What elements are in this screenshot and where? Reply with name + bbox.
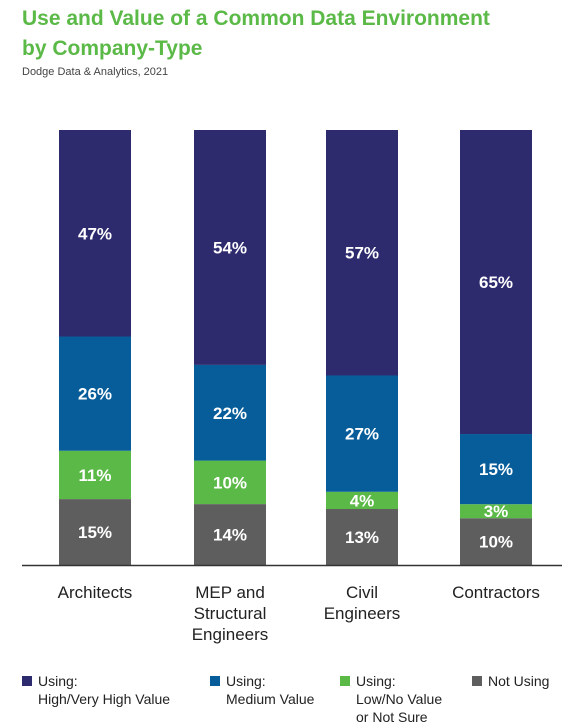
data-label-low-2: 4% [350, 491, 375, 510]
bar-segment-medium-0 [59, 336, 131, 451]
bar-segment-not-using-2 [326, 509, 398, 565]
data-label-not-using-0: 15% [78, 523, 112, 542]
data-label-low-3: 3% [484, 502, 509, 521]
data-label-low-0: 11% [78, 466, 111, 485]
chart-title: Use and Value of a Common Data Environme… [22, 4, 562, 64]
bar-segment-low-1 [194, 460, 266, 505]
category-label-1-line2: Engineers [192, 625, 269, 644]
legend-swatch-high [22, 676, 32, 686]
legend-label-low-line3: or Not Sure [356, 709, 428, 725]
legend-swatch-low [340, 676, 350, 686]
category-label-2-line0: Civil [346, 583, 378, 602]
bar-segment-not-using-0 [59, 499, 131, 565]
chart-title-line1: Use and Value of a Common Data Environme… [22, 7, 490, 30]
data-label-medium-3: 15% [479, 460, 513, 479]
legend-label-high-line2: High/Very High Value [38, 691, 171, 707]
data-label-medium-0: 26% [78, 385, 112, 404]
bar-segment-high-2 [326, 130, 398, 376]
data-label-not-using-2: 13% [345, 528, 379, 547]
bar-segment-medium-3 [460, 434, 532, 505]
category-label-2-line1: Engineers [324, 604, 401, 623]
data-label-high-3: 65% [479, 273, 513, 292]
legend-label-not-using: Not Using [488, 673, 550, 689]
chart-source: Dodge Data & Analytics, 2021 [22, 66, 169, 78]
bar-segment-high-3 [460, 130, 532, 435]
bar-segment-low-2 [326, 491, 398, 510]
category-label-1-line1: Structural [194, 604, 267, 623]
bar-segment-medium-1 [194, 364, 266, 461]
data-label-not-using-3: 10% [479, 533, 513, 552]
category-label-1-line0: MEP and [195, 583, 265, 602]
data-label-not-using-1: 14% [213, 526, 247, 545]
bar-segment-low-0 [59, 450, 131, 500]
category-label-3-line0: Contractors [452, 583, 540, 602]
legend-label-medium-line2: Medium Value [226, 691, 315, 707]
legend-swatch-not-using [472, 676, 482, 686]
data-label-low-1: 10% [213, 473, 247, 492]
data-label-high-0: 47% [78, 224, 112, 243]
category-label-0-line0: Architects [58, 583, 133, 602]
bar-segment-high-0 [59, 130, 131, 337]
data-label-medium-1: 22% [213, 404, 247, 423]
bar-segment-not-using-3 [460, 518, 532, 565]
data-label-medium-2: 27% [345, 425, 379, 444]
legend-label-low-line2: Low/No Value [356, 691, 443, 707]
legend-label-low-line1: Using: [356, 673, 396, 689]
legend-label-medium-line1: Using: [226, 673, 266, 689]
legend-label-high-line1: Using: [38, 673, 78, 689]
data-label-high-1: 54% [213, 238, 247, 257]
bar-segment-medium-2 [326, 375, 398, 492]
chart-title-line2: by Company-Type [22, 37, 203, 60]
data-label-high-2: 57% [345, 244, 379, 263]
bar-segment-low-3 [460, 504, 532, 519]
bar-segment-not-using-1 [194, 504, 266, 565]
legend-swatch-medium [210, 676, 220, 686]
bar-segment-high-1 [194, 130, 266, 365]
